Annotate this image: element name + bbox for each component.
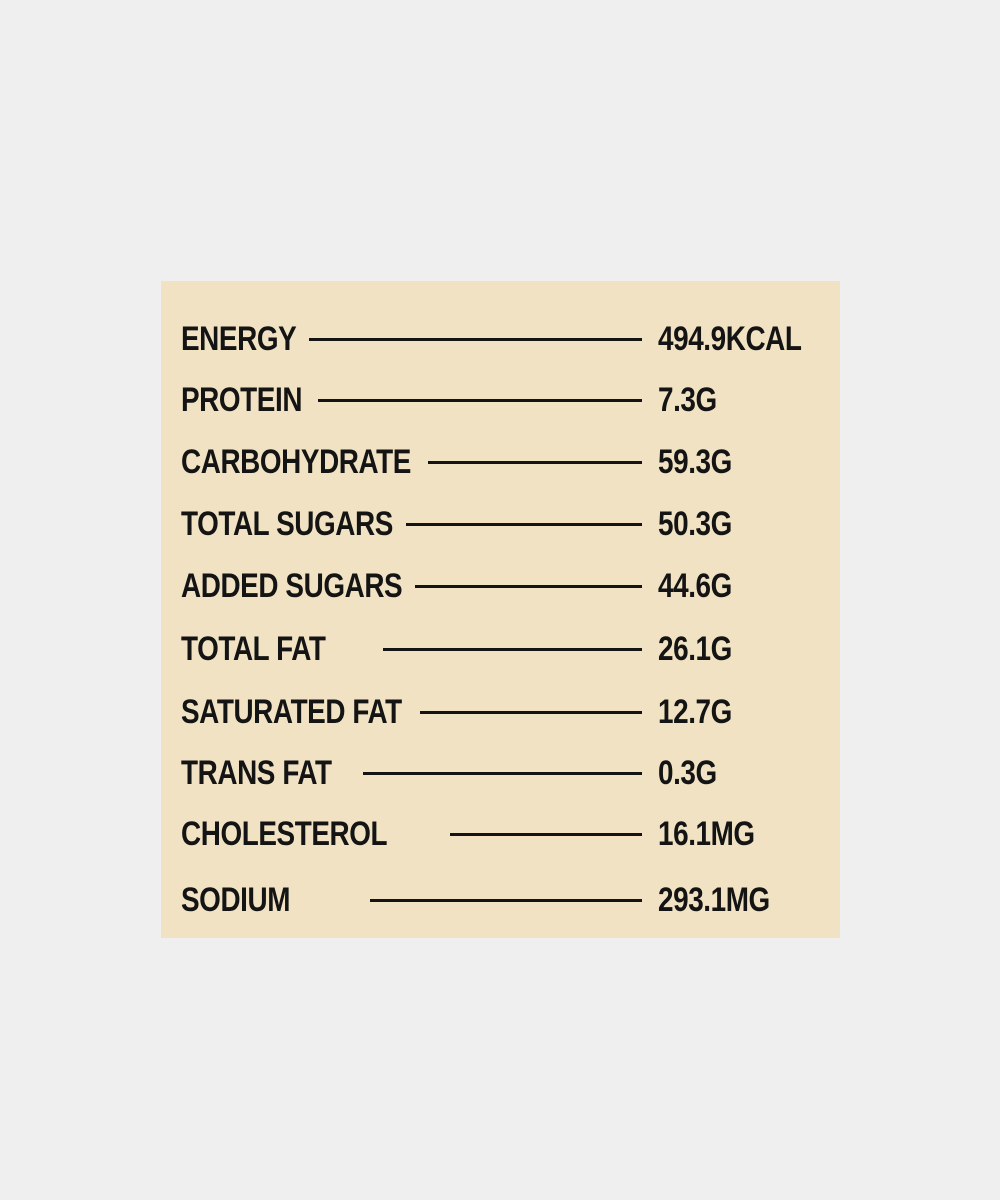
nutrient-value: 59.3G xyxy=(658,443,732,481)
leader-line xyxy=(363,772,642,775)
nutrient-value: 0.3G xyxy=(658,754,717,792)
nutrient-value: 494.9KCAL xyxy=(658,320,802,358)
nutrition-row-sodium: SODIUM 293.1MG xyxy=(161,870,840,930)
leader-line xyxy=(406,523,642,526)
nutrient-value: 16.1MG xyxy=(658,815,755,853)
leader-line xyxy=(415,585,642,588)
nutrient-value: 44.6G xyxy=(658,567,732,605)
nutrient-label: CARBOHYDRATE xyxy=(181,443,411,481)
nutrient-label: SATURATED FAT xyxy=(181,693,402,731)
nutrition-row-total-fat: TOTAL FAT 26.1G xyxy=(161,619,840,679)
nutrition-row-added-sugars: ADDED SUGARS 44.6G xyxy=(161,556,840,616)
leader-line xyxy=(420,711,642,714)
nutrition-row-energy: ENERGY 494.9KCAL xyxy=(161,309,840,369)
nutrition-row-saturated-fat: SATURATED FAT 12.7G xyxy=(161,682,840,742)
nutrient-value: 293.1MG xyxy=(658,881,770,919)
nutrition-row-protein: PROTEIN 7.3G xyxy=(161,370,840,430)
nutrition-panel: ENERGY 494.9KCAL PROTEIN 7.3G CARBOHYDRA… xyxy=(161,281,840,938)
nutrient-label: CHOLESTEROL xyxy=(181,815,388,853)
leader-line xyxy=(370,899,642,902)
nutrient-label: ENERGY xyxy=(181,320,297,358)
nutrient-label: TRANS FAT xyxy=(181,754,332,792)
leader-line xyxy=(383,648,642,651)
nutrition-row-cholesterol: CHOLESTEROL 16.1MG xyxy=(161,804,840,864)
nutrient-value: 12.7G xyxy=(658,693,732,731)
nutrient-label: PROTEIN xyxy=(181,381,303,419)
nutrient-label: TOTAL FAT xyxy=(181,630,326,668)
nutrient-value: 26.1G xyxy=(658,630,732,668)
leader-line xyxy=(309,338,642,341)
leader-line xyxy=(450,833,642,836)
nutrient-label: SODIUM xyxy=(181,881,291,919)
leader-line xyxy=(428,461,642,464)
leader-line xyxy=(318,399,642,402)
nutrient-value: 7.3G xyxy=(658,381,717,419)
nutrient-value: 50.3G xyxy=(658,505,732,543)
nutrient-label: ADDED SUGARS xyxy=(181,567,403,605)
nutrition-row-carbohydrate: CARBOHYDRATE 59.3G xyxy=(161,432,840,492)
nutrient-label: TOTAL SUGARS xyxy=(181,505,393,543)
nutrition-row-trans-fat: TRANS FAT 0.3G xyxy=(161,743,840,803)
nutrition-row-total-sugars: TOTAL SUGARS 50.3G xyxy=(161,494,840,554)
